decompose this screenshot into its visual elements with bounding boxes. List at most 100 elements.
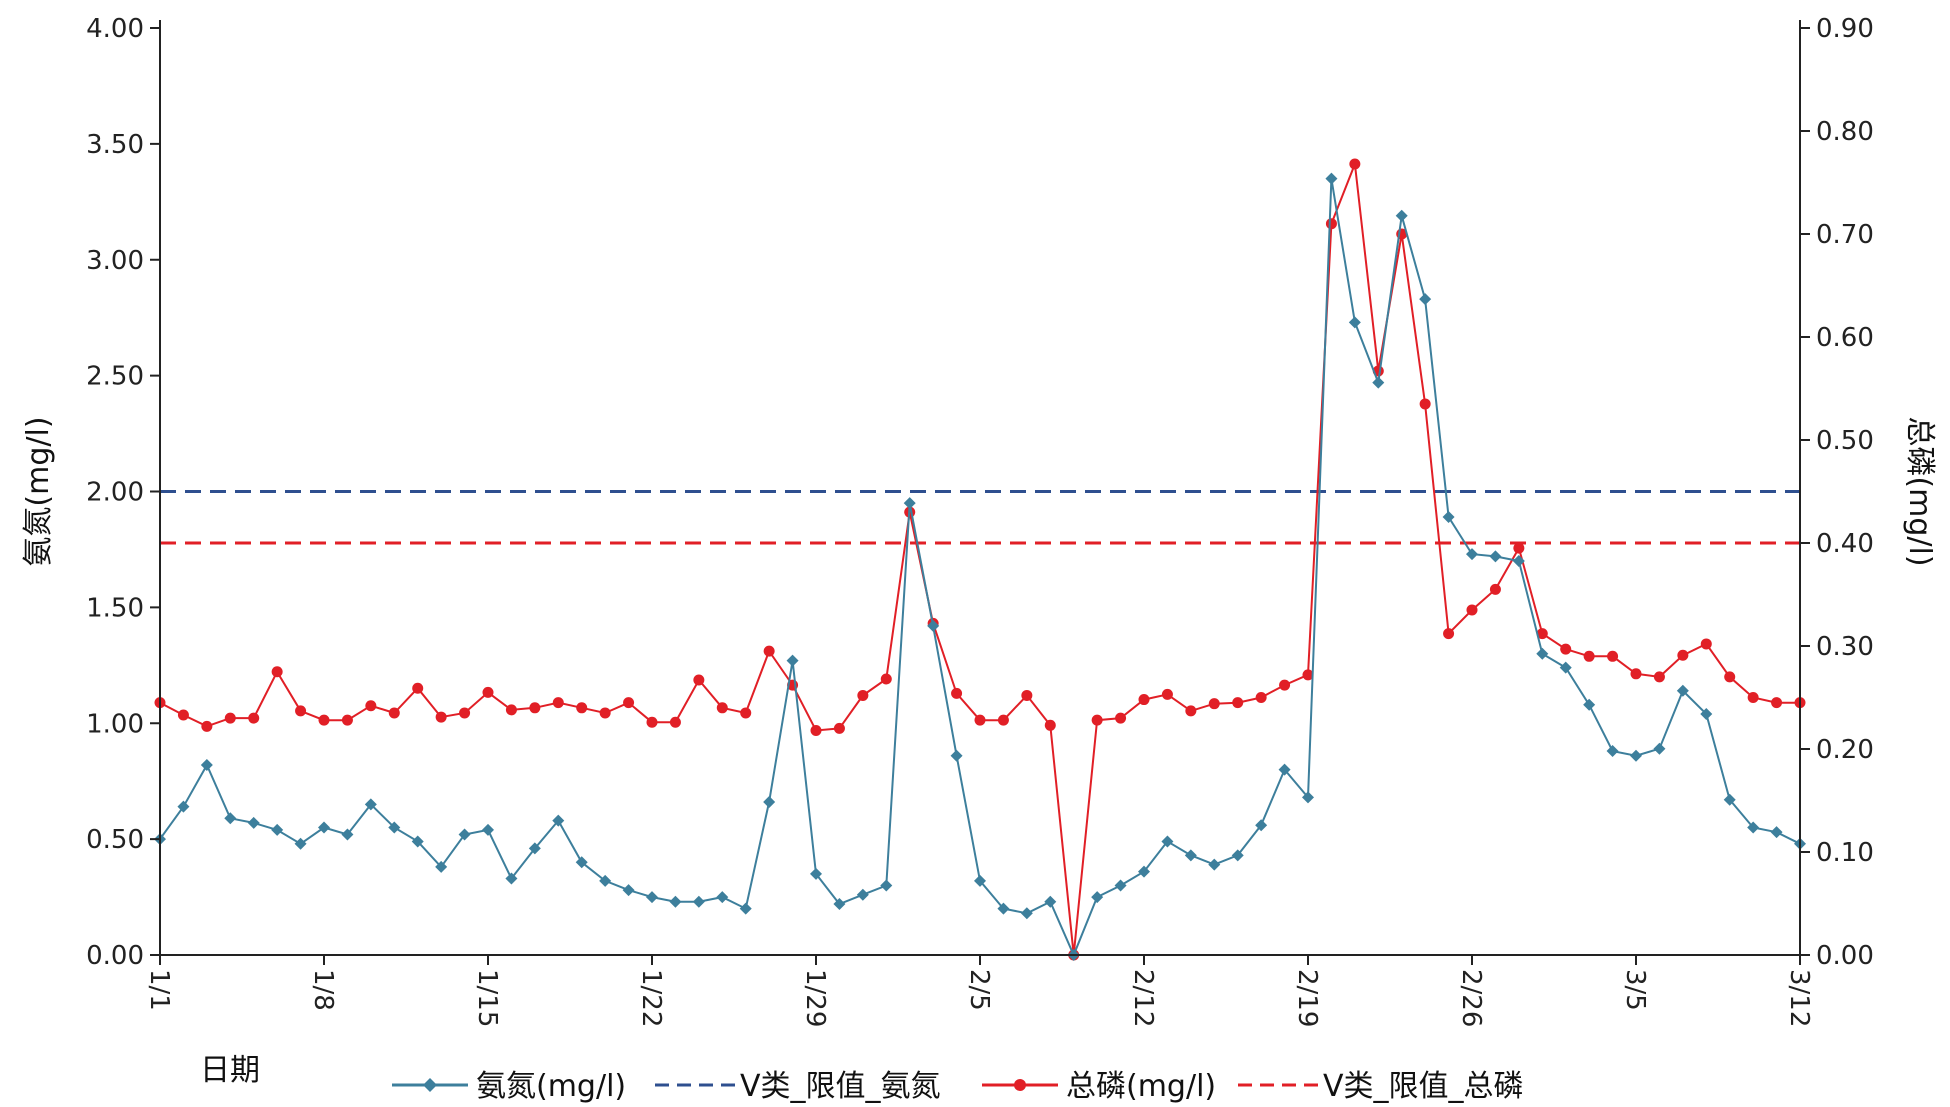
phosphorus-point [1255,692,1267,703]
ammonia-point [786,654,799,667]
ammonia-point [1114,879,1127,892]
ammonia-point [1583,698,1596,711]
phosphorus-point [1724,671,1736,683]
phosphorus-point [295,705,307,717]
y2-tick-label: 0.40 [1816,529,1874,559]
legend-label: V类_限值_氨氮 [740,1069,941,1104]
ammonia-point [1419,293,1432,306]
ammonia-point [950,749,963,762]
ammonia-point [669,895,682,908]
x-tick-label: 3/5 [1620,969,1650,1011]
x-tick-label: 2/12 [1128,969,1158,1027]
phosphorus-point [669,716,681,728]
x-tick-label: 1/15 [472,969,502,1027]
phosphorus-point [763,645,775,657]
phosphorus-point [1185,705,1197,717]
legend-marker-circle [1014,1079,1026,1091]
phosphorus-point [318,714,330,726]
ammonia-point [1138,865,1150,878]
ammonia-point [1536,647,1549,660]
phosphorus-point [1021,689,1033,701]
phosphorus-point [1583,650,1595,662]
phosphorus-point [1443,628,1455,640]
ammonia-point [575,856,588,869]
ammonia-point [599,874,612,887]
ammonia-point [388,821,401,834]
x-tick-label: 1/22 [636,969,666,1027]
phosphorus-point [599,707,611,719]
ammonia-point [435,860,448,873]
y-tick-label: 1.00 [86,709,144,739]
y-tick-label: 1.50 [86,593,144,623]
ammonia-point [528,842,541,855]
ammonia-point [1723,793,1736,806]
legend-item-phosphorus-limit: V类_限值_总磷 [1238,1069,1524,1104]
ammonia-point [739,902,752,915]
phosphorus-point [974,714,986,726]
ammonia-point [1231,849,1244,862]
phosphorus-point [810,724,822,736]
ammonia-point [1325,172,1338,185]
phosphorus-point [505,704,517,716]
legend-marker-diamond [423,1078,437,1092]
phosphorus-point [1560,643,1572,655]
phosphorus-point [365,700,377,712]
ammonia-point [505,872,518,885]
ammonia-point [1348,316,1361,329]
phosphorus-point [1115,712,1127,724]
y2-tick-label: 0.10 [1816,838,1874,868]
phosphorus-point [1489,583,1501,595]
phosphorus-point [646,716,658,728]
phosphorus-point [1138,694,1150,706]
ammonia-point [903,497,916,510]
y2-tick-label: 0.80 [1816,117,1874,147]
ammonia-point [318,821,330,834]
y2-axis-title: 总磷(mg/l) [1902,416,1937,566]
x-tick-label: 1/8 [308,969,338,1011]
ammonia-point [200,758,213,771]
phosphorus-point [1302,669,1314,681]
phosphorus-point [1325,218,1337,230]
phosphorus-point [248,712,260,724]
phosphorus-point [1536,628,1548,640]
ammonia-point [1278,763,1291,776]
ammonia-point [763,796,776,809]
ammonia-point [1020,907,1033,920]
phosphorus-point [1349,158,1361,170]
ammonia-point [1395,209,1408,222]
ammonia-point [1442,510,1455,523]
y2-tick-label: 0.20 [1816,735,1874,765]
phosphorus-point [1161,688,1173,700]
ammonia-point [482,823,494,836]
ammonia-point [294,837,307,850]
series-layer [154,158,1806,961]
phosphorus-point [201,720,213,732]
legend: 氨氮(mg/l) V类_限值_氨氮 总磷(mg/l) V类_限值_总磷 [392,1069,1524,1104]
ammonia-point [364,798,377,811]
y-axis-title: 氨氮(mg/l) [21,416,56,566]
y-tick-label: 0.00 [86,941,144,971]
phosphorus-point [880,673,892,685]
ammonia-point [856,888,869,901]
phosphorus-point [1419,398,1431,410]
phosphorus-point [459,707,471,719]
y-tick-label: 4.00 [86,14,144,44]
axes-layer: 0.00 0.50 1.00 1.50 2.00 2.50 3.00 3.50 4.00 0.00… [86,14,1874,1027]
x-tick-label: 2/5 [964,969,994,1011]
ammonia-point [927,619,940,632]
phosphorus-point [576,702,588,714]
phosphorus-point [1279,679,1291,691]
phosphorus-point [857,689,869,701]
ammonia-line [159,178,1801,958]
phosphorus-point [1630,668,1642,680]
phosphorus-point [412,682,424,694]
phosphorus-point [740,707,752,719]
phosphorus-point [1232,697,1244,709]
legend-label: 氨氮(mg/l) [476,1069,626,1104]
phosphorus-point [1747,692,1759,703]
ammonia-point [1653,742,1666,755]
phosphorus-point [716,702,728,714]
plot-lines [160,490,1800,545]
ammonia-point [810,867,822,880]
